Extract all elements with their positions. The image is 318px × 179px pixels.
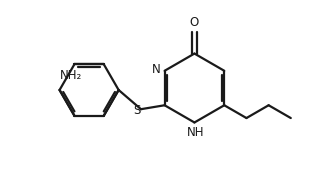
- Text: O: O: [190, 16, 199, 29]
- Text: NH₂: NH₂: [60, 69, 82, 82]
- Text: N: N: [152, 63, 161, 76]
- Text: S: S: [133, 104, 141, 117]
- Text: NH: NH: [187, 126, 204, 139]
